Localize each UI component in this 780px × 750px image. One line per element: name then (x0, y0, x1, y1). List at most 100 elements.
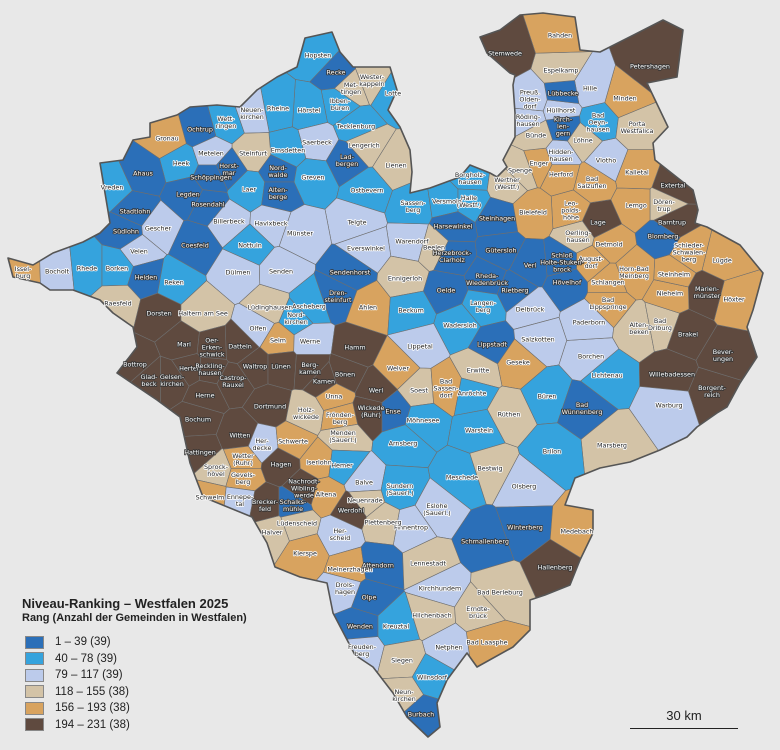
municipality-label: Greven (301, 173, 324, 181)
municipality-label: Bad Salzuflen (577, 175, 606, 190)
municipality-label: Raesfeld (104, 299, 132, 307)
municipality-label: Nieheim (657, 289, 683, 297)
municipality-label: Enger (530, 159, 549, 167)
municipality-label: Gütersloh (485, 246, 516, 254)
municipality-label: Erndte-brück (466, 605, 489, 620)
municipality-label: Anröchte (458, 389, 487, 397)
municipality-label: Versmold (432, 197, 462, 205)
municipality-area (8, 331, 161, 506)
municipality-label: Lügde (712, 256, 732, 264)
municipality-label: Nottuln (238, 241, 262, 249)
municipality-label: Bochum (185, 415, 211, 423)
municipality-label: Brakel (678, 330, 698, 338)
municipality-label: Hörstel (298, 106, 321, 114)
municipality-label: Glad-beck (140, 373, 157, 388)
municipality-label: Borchen (578, 352, 604, 360)
municipality-label: Velen (130, 247, 148, 255)
legend-label: 79 – 117 (39) (55, 669, 123, 682)
municipality-label: Salzkotten (521, 335, 554, 343)
legend-classes: 1 – 39 (39) 40 – 78 (39) 79 – 117 (39) 1… (22, 634, 247, 733)
municipality-label: Freuden-berg (348, 643, 376, 658)
municipality-label: Ascheberg (292, 302, 326, 310)
municipality-label: Geseke (506, 358, 530, 366)
municipality-label: Herford (549, 170, 573, 178)
municipality-label: Detmold (595, 240, 622, 248)
municipality-label: Legden (176, 190, 199, 198)
municipality-label: Paderborn (573, 318, 606, 326)
municipality-label: Schalks-mühle (280, 498, 307, 513)
municipality-label: Höxter (723, 295, 745, 303)
municipality-label: Alten-berge (269, 186, 288, 201)
municipality-label: Eslohe (Sauerl.) (423, 502, 450, 517)
municipality-label: Preuß. Olden-dorf (519, 88, 540, 110)
legend-item: 194 – 231 (38) (22, 717, 247, 734)
legend-label: 1 – 39 (39) (55, 636, 111, 649)
municipality-label: Borken (106, 264, 128, 272)
municipality-label: Dren-steinfurt (324, 289, 352, 304)
municipality-label: Wickede (Ruhr) (358, 404, 385, 419)
municipality-label: Kamen (313, 377, 335, 385)
municipality-label: Wadersloh (443, 321, 477, 329)
municipality-label: Senden (269, 267, 293, 275)
municipality-label: Lemgo (625, 201, 647, 209)
legend-item: 156 – 193 (38) (22, 700, 247, 717)
municipality-label: Kierspe (293, 549, 317, 557)
municipality-area (349, 694, 545, 737)
municipality-label: August-dorf (579, 255, 604, 270)
legend-item: 1 – 39 (39) (22, 634, 247, 651)
municipality-label: Selm (270, 336, 286, 344)
municipality-label: Petershagen (630, 62, 670, 70)
legend-swatch (25, 668, 44, 682)
municipality-label: Hopsten (305, 51, 332, 59)
municipality-label: Halver (262, 528, 283, 536)
municipality-label: Werdohl (338, 506, 364, 514)
municipality-label: Marsberg (597, 441, 627, 449)
municipality-label: Ostbevern (350, 186, 383, 194)
municipality-label: Gronau (155, 134, 178, 142)
municipality-area (37, 197, 77, 363)
municipality-label: Arnsberg (389, 439, 418, 447)
municipality-label: Röding-hausen (516, 113, 540, 128)
municipality-label: Bocholt (45, 267, 70, 275)
municipality-label: Emsdetten (271, 146, 306, 154)
municipality-label: Nord-kirchen (284, 311, 308, 326)
municipality-label: Waltrop (243, 362, 268, 370)
municipality-label: Neuen-kirchen (240, 106, 264, 121)
municipality-label: Metelen (198, 149, 224, 157)
municipality-label: Castrop-Rauxel (220, 374, 247, 389)
municipality-label: Bestwig (477, 464, 502, 472)
municipality-label: Bad Berleburg (477, 588, 523, 596)
legend-label: 194 – 231 (38) (55, 718, 130, 731)
municipality-label: Siegen (391, 656, 413, 664)
municipality-label: Everswinkel (347, 244, 385, 252)
municipality-label: Reken (164, 278, 184, 286)
municipality-label: Rietberg (501, 286, 528, 294)
municipality-label: Hilchenbach (412, 611, 451, 619)
municipality-label: Finnentrop (394, 523, 428, 531)
municipality-label: Netphen (435, 643, 462, 651)
legend-swatch (25, 685, 44, 699)
municipality-label: Issel-burg (15, 265, 32, 280)
municipality-label: Lübbecke (548, 89, 579, 97)
municipality-label: Frönden-berg (326, 411, 354, 426)
municipality-area (687, 366, 763, 603)
municipality-label: Altena (316, 490, 337, 498)
municipality-area (628, 386, 742, 556)
municipality-label: Harsewinkel (434, 222, 473, 230)
municipality-label: Nachrodt-Wibling-werde (288, 477, 320, 499)
municipality-label: Langen-berg (470, 299, 496, 314)
municipality-label: Schwerte (278, 437, 308, 445)
municipality-label: Lüdenscheid (277, 519, 317, 527)
municipality-label: Bad Wünnenberg (562, 401, 603, 416)
municipality-label: Erwitte (467, 366, 490, 374)
municipality-label: Hemer (331, 461, 353, 469)
municipality-label: Oer-Erken-schwick (199, 336, 224, 358)
legend-swatch (25, 701, 44, 715)
municipality-label: Heek (173, 159, 190, 167)
municipality-area (8, 147, 44, 428)
municipality-label: Holz-wickede (293, 406, 319, 421)
municipality-label: Herzebrock-Clarholz (433, 249, 472, 264)
municipality-label: Beckum (398, 306, 424, 314)
municipality-label: Beelen (423, 243, 445, 251)
